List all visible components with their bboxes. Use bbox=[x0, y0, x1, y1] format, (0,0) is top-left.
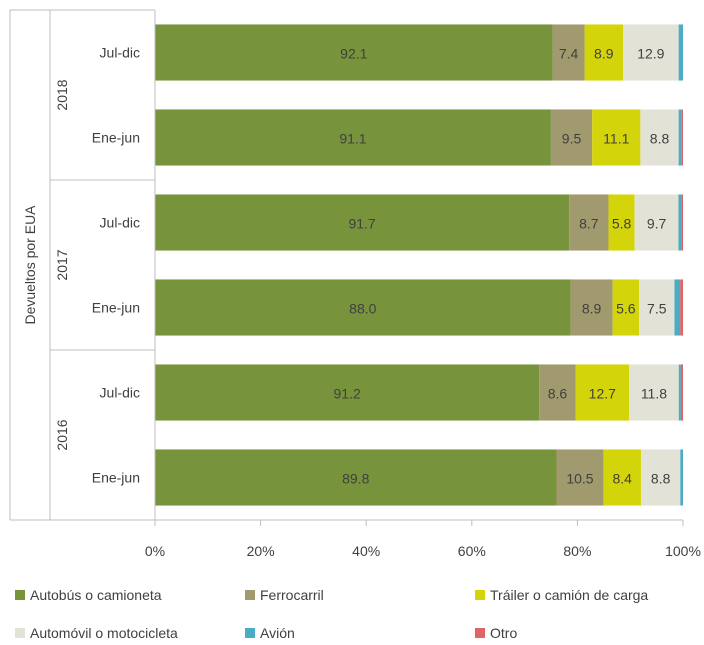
data-label: 8.9 bbox=[594, 46, 614, 62]
bar-segment bbox=[678, 364, 681, 421]
x-tick-label: 100% bbox=[665, 543, 701, 559]
legend-swatch bbox=[245, 590, 255, 600]
bar-segment bbox=[622, 24, 679, 81]
legend-label: Ferrocarril bbox=[260, 587, 324, 603]
x-tick-label: 80% bbox=[563, 543, 591, 559]
data-label: 12.9 bbox=[637, 46, 664, 62]
bar-segment bbox=[634, 194, 679, 251]
row-label: Ene-jun bbox=[92, 470, 140, 486]
bar-segment bbox=[608, 194, 635, 251]
bar-segment bbox=[155, 109, 551, 166]
bar-segment bbox=[584, 24, 623, 81]
data-label: 8.9 bbox=[582, 301, 602, 317]
legend-label: Tráiler o camión de carga bbox=[490, 587, 649, 603]
bar-segment bbox=[612, 279, 640, 336]
bar-segment bbox=[681, 109, 683, 166]
bar-segment bbox=[155, 364, 540, 421]
bar-segment bbox=[575, 364, 630, 421]
data-label: 7.5 bbox=[647, 301, 667, 317]
legend-swatch bbox=[475, 628, 485, 638]
bar-segment bbox=[552, 24, 585, 81]
bar-segment bbox=[155, 24, 553, 81]
y-axis-title: Devueltos por EUA bbox=[22, 205, 38, 325]
data-label: 91.1 bbox=[339, 131, 366, 147]
legend-swatch bbox=[15, 628, 25, 638]
legend-item-avion: Avión bbox=[245, 625, 295, 641]
bar-segment bbox=[550, 109, 593, 166]
row-label: Ene-jun bbox=[92, 300, 140, 316]
bar-segment bbox=[678, 109, 682, 166]
bar-segment bbox=[680, 364, 683, 421]
data-label: 10.5 bbox=[566, 471, 593, 487]
bar-segment bbox=[678, 194, 682, 251]
bar-segment bbox=[639, 279, 675, 336]
bar-segment bbox=[155, 194, 570, 251]
bar-segment bbox=[155, 279, 571, 336]
x-tick-label: 0% bbox=[145, 543, 165, 559]
legend-item-trailer: Tráiler o camión de carga bbox=[475, 587, 648, 603]
data-label: 5.6 bbox=[616, 301, 636, 317]
data-label: 9.7 bbox=[647, 216, 667, 232]
legend-label: Autobús o camioneta bbox=[30, 587, 162, 603]
legend-label: Otro bbox=[490, 625, 518, 641]
row-label: Jul-dic bbox=[100, 385, 140, 401]
data-label: 5.8 bbox=[612, 216, 632, 232]
bar-segment bbox=[681, 194, 683, 251]
bar-segment bbox=[680, 449, 683, 506]
x-tick-label: 40% bbox=[352, 543, 380, 559]
bar-segment bbox=[674, 279, 681, 336]
data-label: 8.8 bbox=[651, 471, 671, 487]
data-label: 88.0 bbox=[349, 301, 376, 317]
bar-segment bbox=[155, 449, 557, 506]
legend-item-otro: Otro bbox=[475, 625, 517, 641]
legend-swatch bbox=[245, 628, 255, 638]
legend-item-autobus: Autobús o camioneta bbox=[15, 587, 162, 603]
data-label: 92.1 bbox=[340, 46, 367, 62]
legend-label: Avión bbox=[260, 625, 295, 641]
bar-segment bbox=[539, 364, 576, 421]
year-label: 2018 bbox=[54, 79, 70, 110]
bar-segment bbox=[640, 109, 679, 166]
legend-swatch bbox=[475, 590, 485, 600]
bar-segment bbox=[629, 364, 679, 421]
row-label: Jul-dic bbox=[100, 215, 140, 231]
year-label: 2016 bbox=[54, 419, 70, 450]
data-label: 8.6 bbox=[548, 386, 568, 402]
x-tick-label: 20% bbox=[247, 543, 275, 559]
bar-segment bbox=[592, 109, 641, 166]
bar-segment bbox=[570, 279, 613, 336]
legend-swatch bbox=[15, 590, 25, 600]
row-label: Jul-dic bbox=[100, 45, 140, 61]
bar-segment bbox=[640, 449, 681, 506]
data-label: 11.1 bbox=[603, 131, 629, 147]
data-label: 12.7 bbox=[589, 386, 616, 402]
data-label: 91.2 bbox=[334, 386, 361, 402]
legend-label: Automóvil o motocicleta bbox=[30, 625, 178, 641]
row-label: Ene-jun bbox=[92, 130, 140, 146]
x-tick-label: 60% bbox=[458, 543, 486, 559]
data-label: 8.8 bbox=[650, 131, 670, 147]
bar-segment bbox=[680, 279, 683, 336]
bar-segment bbox=[556, 449, 604, 506]
year-label: 2017 bbox=[54, 249, 70, 280]
data-label: 8.4 bbox=[612, 471, 632, 487]
data-label: 91.7 bbox=[348, 216, 375, 232]
data-label: 7.4 bbox=[559, 46, 579, 62]
data-label: 8.7 bbox=[579, 216, 599, 232]
bar-segment bbox=[569, 194, 609, 251]
data-label: 11.8 bbox=[641, 386, 667, 402]
legend-item-ferrocarril: Ferrocarril bbox=[245, 587, 324, 603]
legend-item-automovil: Automóvil o motocicleta bbox=[15, 625, 178, 641]
data-label: 9.5 bbox=[562, 131, 582, 147]
data-label: 89.8 bbox=[342, 471, 369, 487]
bar-segment bbox=[678, 24, 683, 81]
bar-segment bbox=[603, 449, 641, 506]
